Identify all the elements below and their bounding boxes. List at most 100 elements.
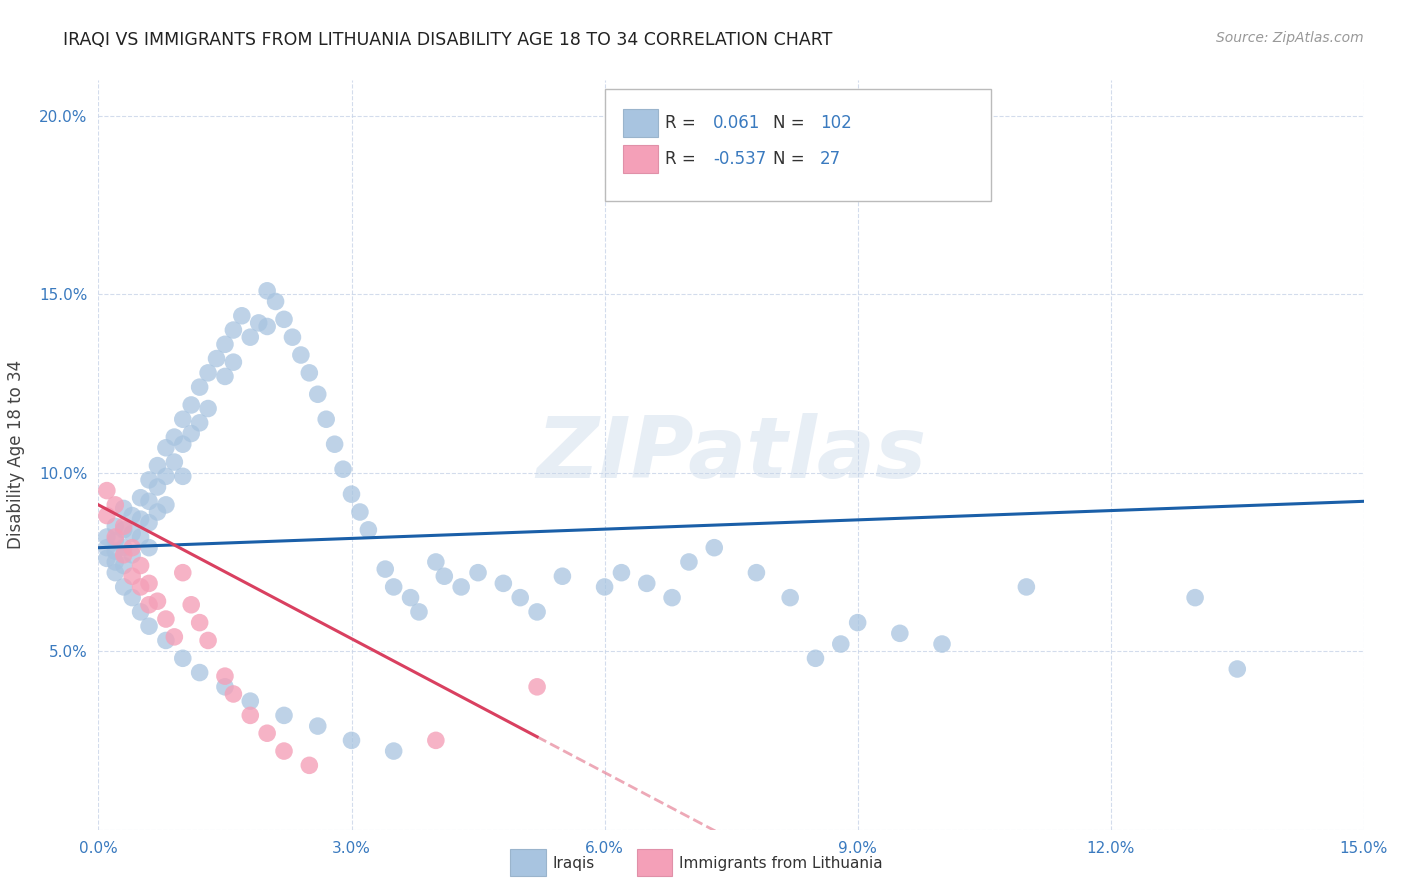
Point <box>129 558 152 573</box>
Point <box>661 591 683 605</box>
Point <box>256 284 278 298</box>
Text: ZIPatlas: ZIPatlas <box>536 413 927 497</box>
Point <box>222 323 245 337</box>
Point <box>188 416 211 430</box>
Point <box>121 591 143 605</box>
Point <box>323 437 346 451</box>
Point <box>247 316 270 330</box>
Point <box>155 633 177 648</box>
Point <box>256 319 278 334</box>
Point <box>492 576 515 591</box>
Point <box>467 566 489 580</box>
Text: 27: 27 <box>820 150 841 168</box>
Text: R =: R = <box>665 114 702 132</box>
Point <box>222 687 245 701</box>
Point <box>846 615 869 630</box>
Point <box>112 558 135 573</box>
Point <box>526 680 548 694</box>
Point <box>104 533 127 548</box>
Point <box>382 744 405 758</box>
Point <box>180 598 202 612</box>
Point <box>298 758 321 772</box>
Point <box>307 719 329 733</box>
Point <box>526 605 548 619</box>
Point <box>163 455 186 469</box>
Point <box>138 473 160 487</box>
Text: N =: N = <box>773 114 810 132</box>
Point <box>188 615 211 630</box>
Point <box>433 569 456 583</box>
Point <box>96 551 118 566</box>
Point <box>340 733 363 747</box>
Point <box>146 458 169 473</box>
Point <box>889 626 911 640</box>
Point <box>104 530 127 544</box>
Point <box>610 566 633 580</box>
Point <box>121 541 143 555</box>
Point <box>551 569 574 583</box>
Point <box>281 330 304 344</box>
Point <box>273 708 295 723</box>
Point <box>172 437 194 451</box>
Point <box>399 591 422 605</box>
Point <box>172 651 194 665</box>
Point <box>214 369 236 384</box>
Point <box>188 665 211 680</box>
Point <box>374 562 396 576</box>
Point <box>146 505 169 519</box>
Point <box>121 508 143 523</box>
Point <box>450 580 472 594</box>
Point <box>112 580 135 594</box>
Y-axis label: Disability Age 18 to 34: Disability Age 18 to 34 <box>7 360 25 549</box>
Point <box>129 491 152 505</box>
Point <box>155 441 177 455</box>
Point <box>96 541 118 555</box>
Point <box>830 637 852 651</box>
Point <box>408 605 430 619</box>
Point <box>180 398 202 412</box>
Point <box>129 530 152 544</box>
Point <box>239 694 262 708</box>
Point <box>138 541 160 555</box>
Point <box>298 366 321 380</box>
Point <box>197 401 219 416</box>
Point <box>112 519 135 533</box>
Point <box>96 508 118 523</box>
Point <box>307 387 329 401</box>
Point <box>332 462 354 476</box>
Text: N =: N = <box>773 150 810 168</box>
Point <box>188 380 211 394</box>
Text: 0.061: 0.061 <box>713 114 761 132</box>
Point <box>273 744 295 758</box>
Point <box>703 541 725 555</box>
Point <box>273 312 295 326</box>
Point <box>779 591 801 605</box>
Point <box>172 469 194 483</box>
Point <box>357 523 380 537</box>
Point <box>804 651 827 665</box>
Point <box>340 487 363 501</box>
Point <box>138 598 160 612</box>
Point <box>112 523 135 537</box>
Point <box>129 512 152 526</box>
Point <box>214 669 236 683</box>
Point <box>104 566 127 580</box>
Point <box>205 351 228 366</box>
Point <box>1184 591 1206 605</box>
Point <box>172 566 194 580</box>
Point <box>349 505 371 519</box>
Point <box>425 733 447 747</box>
Point <box>121 526 143 541</box>
Text: Source: ZipAtlas.com: Source: ZipAtlas.com <box>1216 31 1364 45</box>
Text: Iraqis: Iraqis <box>553 856 595 871</box>
Point <box>509 591 531 605</box>
Point <box>138 494 160 508</box>
Point <box>678 555 700 569</box>
Text: 102: 102 <box>820 114 852 132</box>
Point <box>931 637 953 651</box>
Point <box>163 630 186 644</box>
Point <box>146 480 169 494</box>
Point <box>96 483 118 498</box>
Text: IRAQI VS IMMIGRANTS FROM LITHUANIA DISABILITY AGE 18 TO 34 CORRELATION CHART: IRAQI VS IMMIGRANTS FROM LITHUANIA DISAB… <box>63 31 832 49</box>
Point <box>96 530 118 544</box>
